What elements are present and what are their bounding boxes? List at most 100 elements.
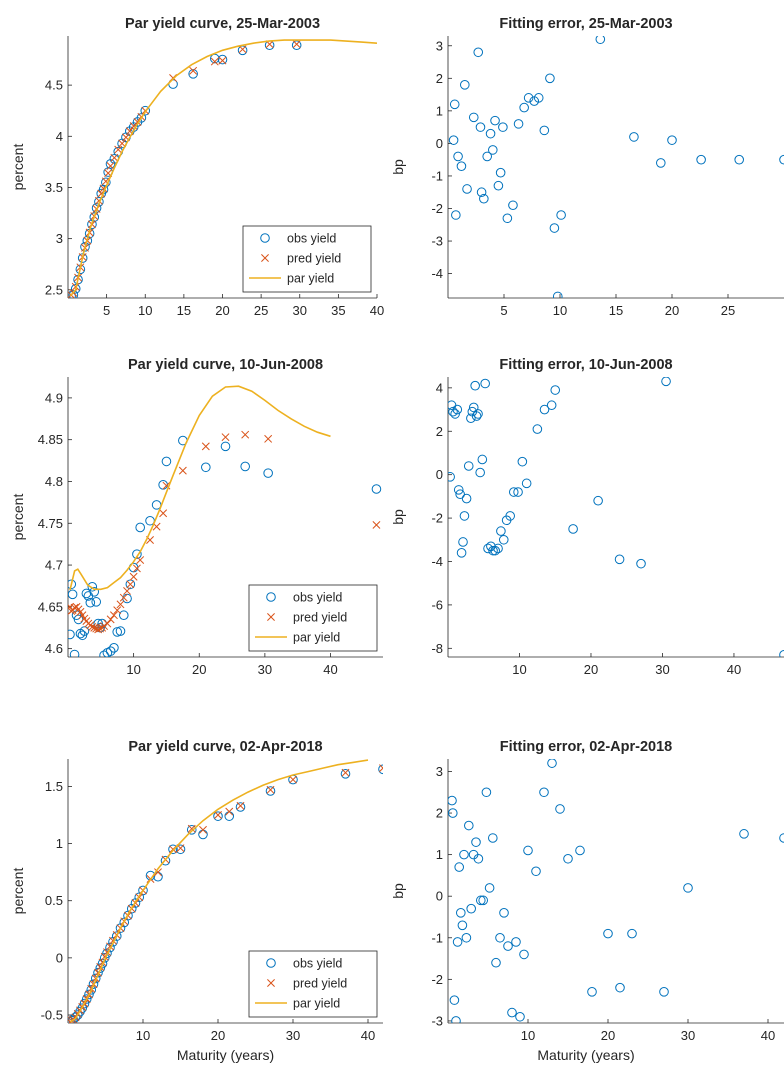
fitting-error-point: [452, 937, 463, 947]
fitting-error-point: [661, 377, 671, 387]
fitting-error-point: [468, 112, 479, 123]
legend-obs-marker: [266, 592, 276, 602]
fitting-error-point: [511, 937, 521, 947]
fitting-error-point: [539, 125, 550, 136]
fitting-error-point: [667, 135, 677, 145]
obs-yield-point: [90, 973, 101, 984]
y-tick-label: 4.8: [45, 474, 63, 489]
fitting-error-point: [546, 400, 557, 411]
fitting-error-point: [495, 932, 505, 943]
fitting-error-point: [556, 210, 566, 220]
legend-label: obs yield: [293, 591, 342, 605]
x-tick-label: 25: [721, 303, 735, 318]
y-tick-label: -2: [431, 201, 443, 216]
fitting-error-point: [498, 122, 508, 132]
pred-yield-point: [106, 162, 115, 170]
y-tick-label: -2: [431, 972, 443, 987]
obs-yield-point: [235, 802, 246, 812]
fitting-error-point: [513, 119, 524, 129]
fitting-error-point: [539, 404, 550, 415]
fitting-error-point: [458, 537, 468, 547]
legend-label: pred yield: [293, 611, 347, 625]
x-tick-label: 20: [211, 1028, 225, 1043]
obs-yield-point: [99, 953, 110, 963]
fitting-error-point: [478, 895, 489, 906]
x-tick-label: 40: [370, 303, 384, 318]
obs-yield-point: [111, 931, 122, 941]
obs-yield-point: [213, 811, 223, 821]
y-tick-label: 3: [56, 231, 63, 246]
obs-yield-point: [68, 579, 77, 590]
pred-yield-point: [221, 433, 230, 442]
fitting-error-point: [779, 833, 784, 843]
y-tick-label: 0: [56, 950, 63, 965]
obs-yield-point: [291, 40, 302, 51]
y-tick-label: -6: [431, 597, 443, 612]
fitting-error-point: [461, 493, 472, 504]
pred-yield-point: [100, 622, 109, 631]
y-axis-label: bp: [390, 159, 406, 175]
obs-yield-point: [160, 855, 171, 866]
legend-obs-marker: [260, 233, 270, 243]
obs-yield-point: [140, 105, 151, 116]
fitting-error-point: [521, 478, 532, 489]
pred-yield-point: [201, 442, 210, 451]
x-tick-label: 20: [601, 1028, 615, 1043]
fitting-error-point: [460, 80, 470, 90]
x-tick-label: 40: [323, 662, 337, 677]
fitting-error-point: [476, 187, 487, 198]
fitting-error-point: [495, 167, 506, 178]
fitting-error-point: [449, 995, 460, 1005]
y-tick-label: 4.75: [38, 516, 63, 531]
x-axis-label: Maturity (years): [177, 1047, 274, 1063]
pred-yield-point: [109, 611, 118, 620]
fitting-error-point: [491, 957, 501, 968]
obs-yield-point: [118, 610, 129, 621]
obs-yield-point: [224, 811, 235, 821]
fitting-error-point: [627, 928, 637, 939]
pred-yield-point: [123, 587, 132, 595]
chart-title: Par yield curve, 25-Mar-2003: [125, 16, 320, 32]
pred-yield-point: [159, 509, 168, 518]
x-tick-label: 20: [665, 303, 679, 318]
y-tick-label: -2: [431, 511, 443, 526]
pred-yield-point: [119, 593, 128, 602]
obs-yield-point: [115, 626, 126, 636]
obs-yield-point: [68, 589, 78, 600]
obs-yield-point: [109, 643, 119, 653]
y-tick-label: 1: [436, 847, 443, 862]
x-tick-label: 30: [681, 1028, 695, 1043]
fitting-error-point: [468, 402, 479, 413]
fitting-error-point: [739, 829, 749, 839]
x-axis-label: Maturity (years): [537, 1047, 634, 1063]
pred-yield-point: [238, 45, 247, 54]
legend-label: pred yield: [293, 977, 347, 991]
x-tick-label: 20: [584, 662, 598, 677]
y-tick-label: 4: [56, 129, 63, 144]
obs-yield-point: [95, 963, 106, 973]
fitting-error-point: [595, 36, 606, 45]
fitting-error-point: [475, 467, 485, 478]
obs-yield-point: [81, 994, 92, 1004]
obs-yield-point: [93, 967, 103, 978]
x-tick-label: 10: [512, 662, 526, 677]
fitting-error-point: [547, 759, 557, 768]
fitting-error-point: [451, 1016, 461, 1023]
y-tick-label: 4: [436, 380, 443, 395]
fitting-error-point: [513, 487, 523, 497]
x-tick-label: 30: [293, 303, 307, 318]
y-tick-label: -8: [431, 641, 443, 656]
pred-yield-point: [372, 520, 381, 529]
fitting-error-point: [448, 472, 455, 482]
obs-yield-point: [136, 113, 147, 123]
legend-label: par yield: [293, 631, 340, 645]
fitting-error-point: [493, 180, 504, 191]
fitting-error-point: [490, 115, 500, 126]
fitting-error-point: [485, 128, 496, 139]
x-tick-label: 20: [192, 662, 206, 677]
legend-label: par yield: [293, 997, 340, 1011]
x-tick-label: 10: [126, 662, 140, 677]
fitting-error-point: [568, 524, 578, 534]
fitting-error-point: [452, 404, 463, 415]
x-tick-label: 15: [177, 303, 191, 318]
